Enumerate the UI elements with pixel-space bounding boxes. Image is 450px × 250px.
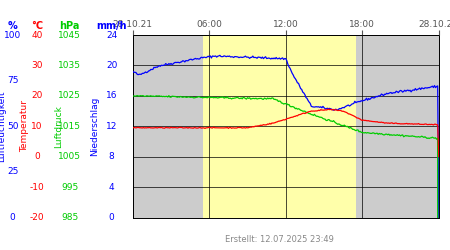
Text: 40: 40 xyxy=(31,30,43,40)
Text: hPa: hPa xyxy=(59,21,80,31)
Text: 1015: 1015 xyxy=(58,122,81,131)
Text: 75: 75 xyxy=(7,76,18,85)
Text: 20: 20 xyxy=(31,91,43,100)
Text: 12: 12 xyxy=(106,122,117,131)
Bar xyxy=(203,35,356,218)
Text: 995: 995 xyxy=(61,182,78,192)
Text: Erstellt: 12.07.2025 23:49: Erstellt: 12.07.2025 23:49 xyxy=(225,236,333,244)
Text: 0: 0 xyxy=(10,213,15,222)
Text: 985: 985 xyxy=(61,213,78,222)
Text: %: % xyxy=(8,21,18,31)
Text: 20: 20 xyxy=(106,61,117,70)
Text: Temperatur: Temperatur xyxy=(20,100,29,152)
Text: 25: 25 xyxy=(7,168,18,176)
Text: 0: 0 xyxy=(109,213,114,222)
Text: 1035: 1035 xyxy=(58,61,81,70)
Text: mm/h: mm/h xyxy=(96,21,127,31)
Text: 100: 100 xyxy=(4,30,21,40)
Text: 4: 4 xyxy=(109,182,114,192)
Text: 30: 30 xyxy=(31,61,43,70)
Text: 50: 50 xyxy=(7,122,18,131)
Text: 0: 0 xyxy=(34,152,40,161)
Text: Luftfeuchtigkeit: Luftfeuchtigkeit xyxy=(0,90,6,162)
Text: Luftdruck: Luftdruck xyxy=(54,105,63,148)
Text: 8: 8 xyxy=(109,152,114,161)
Text: 16: 16 xyxy=(106,91,117,100)
Bar xyxy=(356,35,439,218)
Text: °C: °C xyxy=(31,21,43,31)
Text: 1025: 1025 xyxy=(58,91,81,100)
Text: -10: -10 xyxy=(30,182,44,192)
Text: -20: -20 xyxy=(30,213,44,222)
Text: 10: 10 xyxy=(31,122,43,131)
Text: 1005: 1005 xyxy=(58,152,81,161)
Text: Niederschlag: Niederschlag xyxy=(90,96,99,156)
Text: 1045: 1045 xyxy=(58,30,81,40)
Bar xyxy=(133,35,203,218)
Text: 24: 24 xyxy=(106,30,117,40)
